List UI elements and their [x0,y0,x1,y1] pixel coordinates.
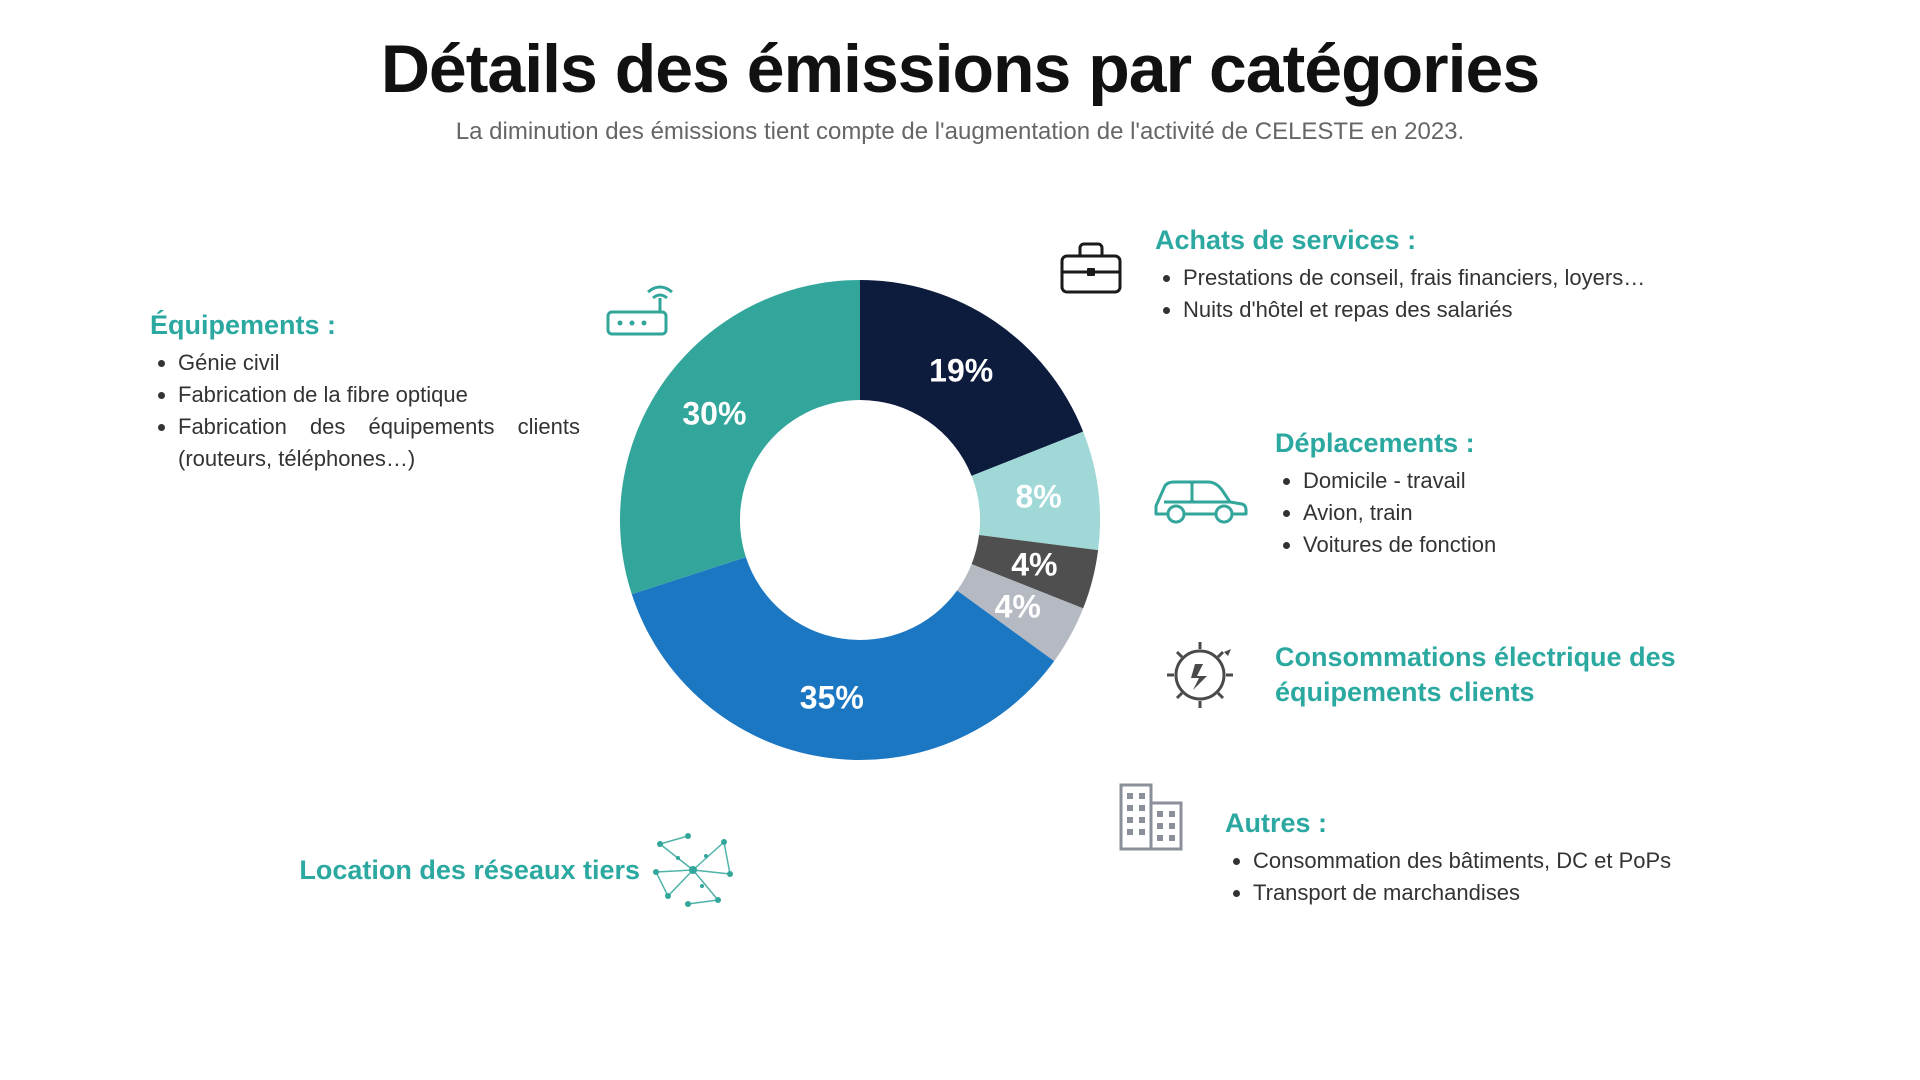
list-item: Prestations de conseil, frais financiers… [1183,262,1795,294]
legend-conso-title: Consommations électrique des équipements… [1275,640,1725,710]
legend-deplacements-list: Domicile - travail Avion, train Voitures… [1303,465,1725,561]
list-item: Génie civil [178,347,580,379]
legend-conso: Consommations électrique des équipements… [1275,640,1725,716]
slice-label-achats: 19% [929,353,993,390]
legend-deplacements: Déplacements : Domicile - travail Avion,… [1275,428,1725,561]
list-item: Voitures de fonction [1303,529,1725,561]
car-icon [1150,470,1250,531]
legend-achats: Achats de services : Prestations de cons… [1155,225,1795,326]
slice-label-conso: 4% [1011,546,1057,583]
legend-equipements: Équipements : Génie civil Fabrication de… [150,310,580,475]
bulb-icon [1165,640,1235,715]
page-subtitle: La diminution des émissions tient compte… [0,118,1920,146]
list-item: Consommation des bâtiments, DC et PoPs [1253,845,1785,877]
legend-autres-title: Autres : [1225,808,1785,839]
slice-label-autres: 4% [995,588,1041,625]
list-item: Avion, train [1303,497,1725,529]
buildings-icon [1115,775,1191,860]
legend-location: Location des réseaux tiers [200,855,640,892]
donut-chart: 19% 8% 4% 4% 35% 30% [620,280,1100,760]
legend-location-title: Location des réseaux tiers [200,855,640,886]
slice-label-deplacements: 8% [1015,479,1061,516]
list-item: Domicile - travail [1303,465,1725,497]
list-item: Fabrication de la fibre optique [178,379,580,411]
list-item: Transport de marchandises [1253,877,1785,909]
router-icon [604,278,678,343]
slice-label-location: 35% [800,679,864,716]
legend-achats-title: Achats de services : [1155,225,1795,256]
briefcase-icon [1058,238,1124,301]
network-icon [648,830,738,915]
legend-autres: Autres : Consommation des bâtiments, DC … [1225,808,1785,909]
list-item: Nuits d'hôtel et repas des salariés [1183,294,1795,326]
legend-deplacements-title: Déplacements : [1275,428,1725,459]
legend-equipements-title: Équipements : [150,310,580,341]
slice-label-equipements: 30% [682,396,746,433]
legend-achats-list: Prestations de conseil, frais financiers… [1183,262,1795,326]
page-title: Détails des émissions par catégories [0,30,1920,108]
legend-equipements-list: Génie civil Fabrication de la fibre opti… [178,347,580,475]
legend-autres-list: Consommation des bâtiments, DC et PoPs T… [1253,845,1785,909]
list-item: Fabrication des équipements clients (rou… [178,411,580,475]
